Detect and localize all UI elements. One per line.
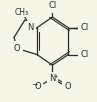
Text: O: O	[64, 82, 71, 91]
Text: +: +	[54, 74, 58, 79]
Text: −: −	[31, 80, 38, 89]
Text: O: O	[14, 44, 20, 53]
Text: N: N	[49, 74, 56, 83]
Text: Cl: Cl	[80, 50, 89, 59]
Text: O: O	[34, 82, 41, 91]
Text: Cl: Cl	[80, 23, 89, 32]
Text: Cl: Cl	[48, 1, 57, 10]
Text: N: N	[27, 23, 34, 32]
Text: CH₃: CH₃	[14, 8, 28, 17]
